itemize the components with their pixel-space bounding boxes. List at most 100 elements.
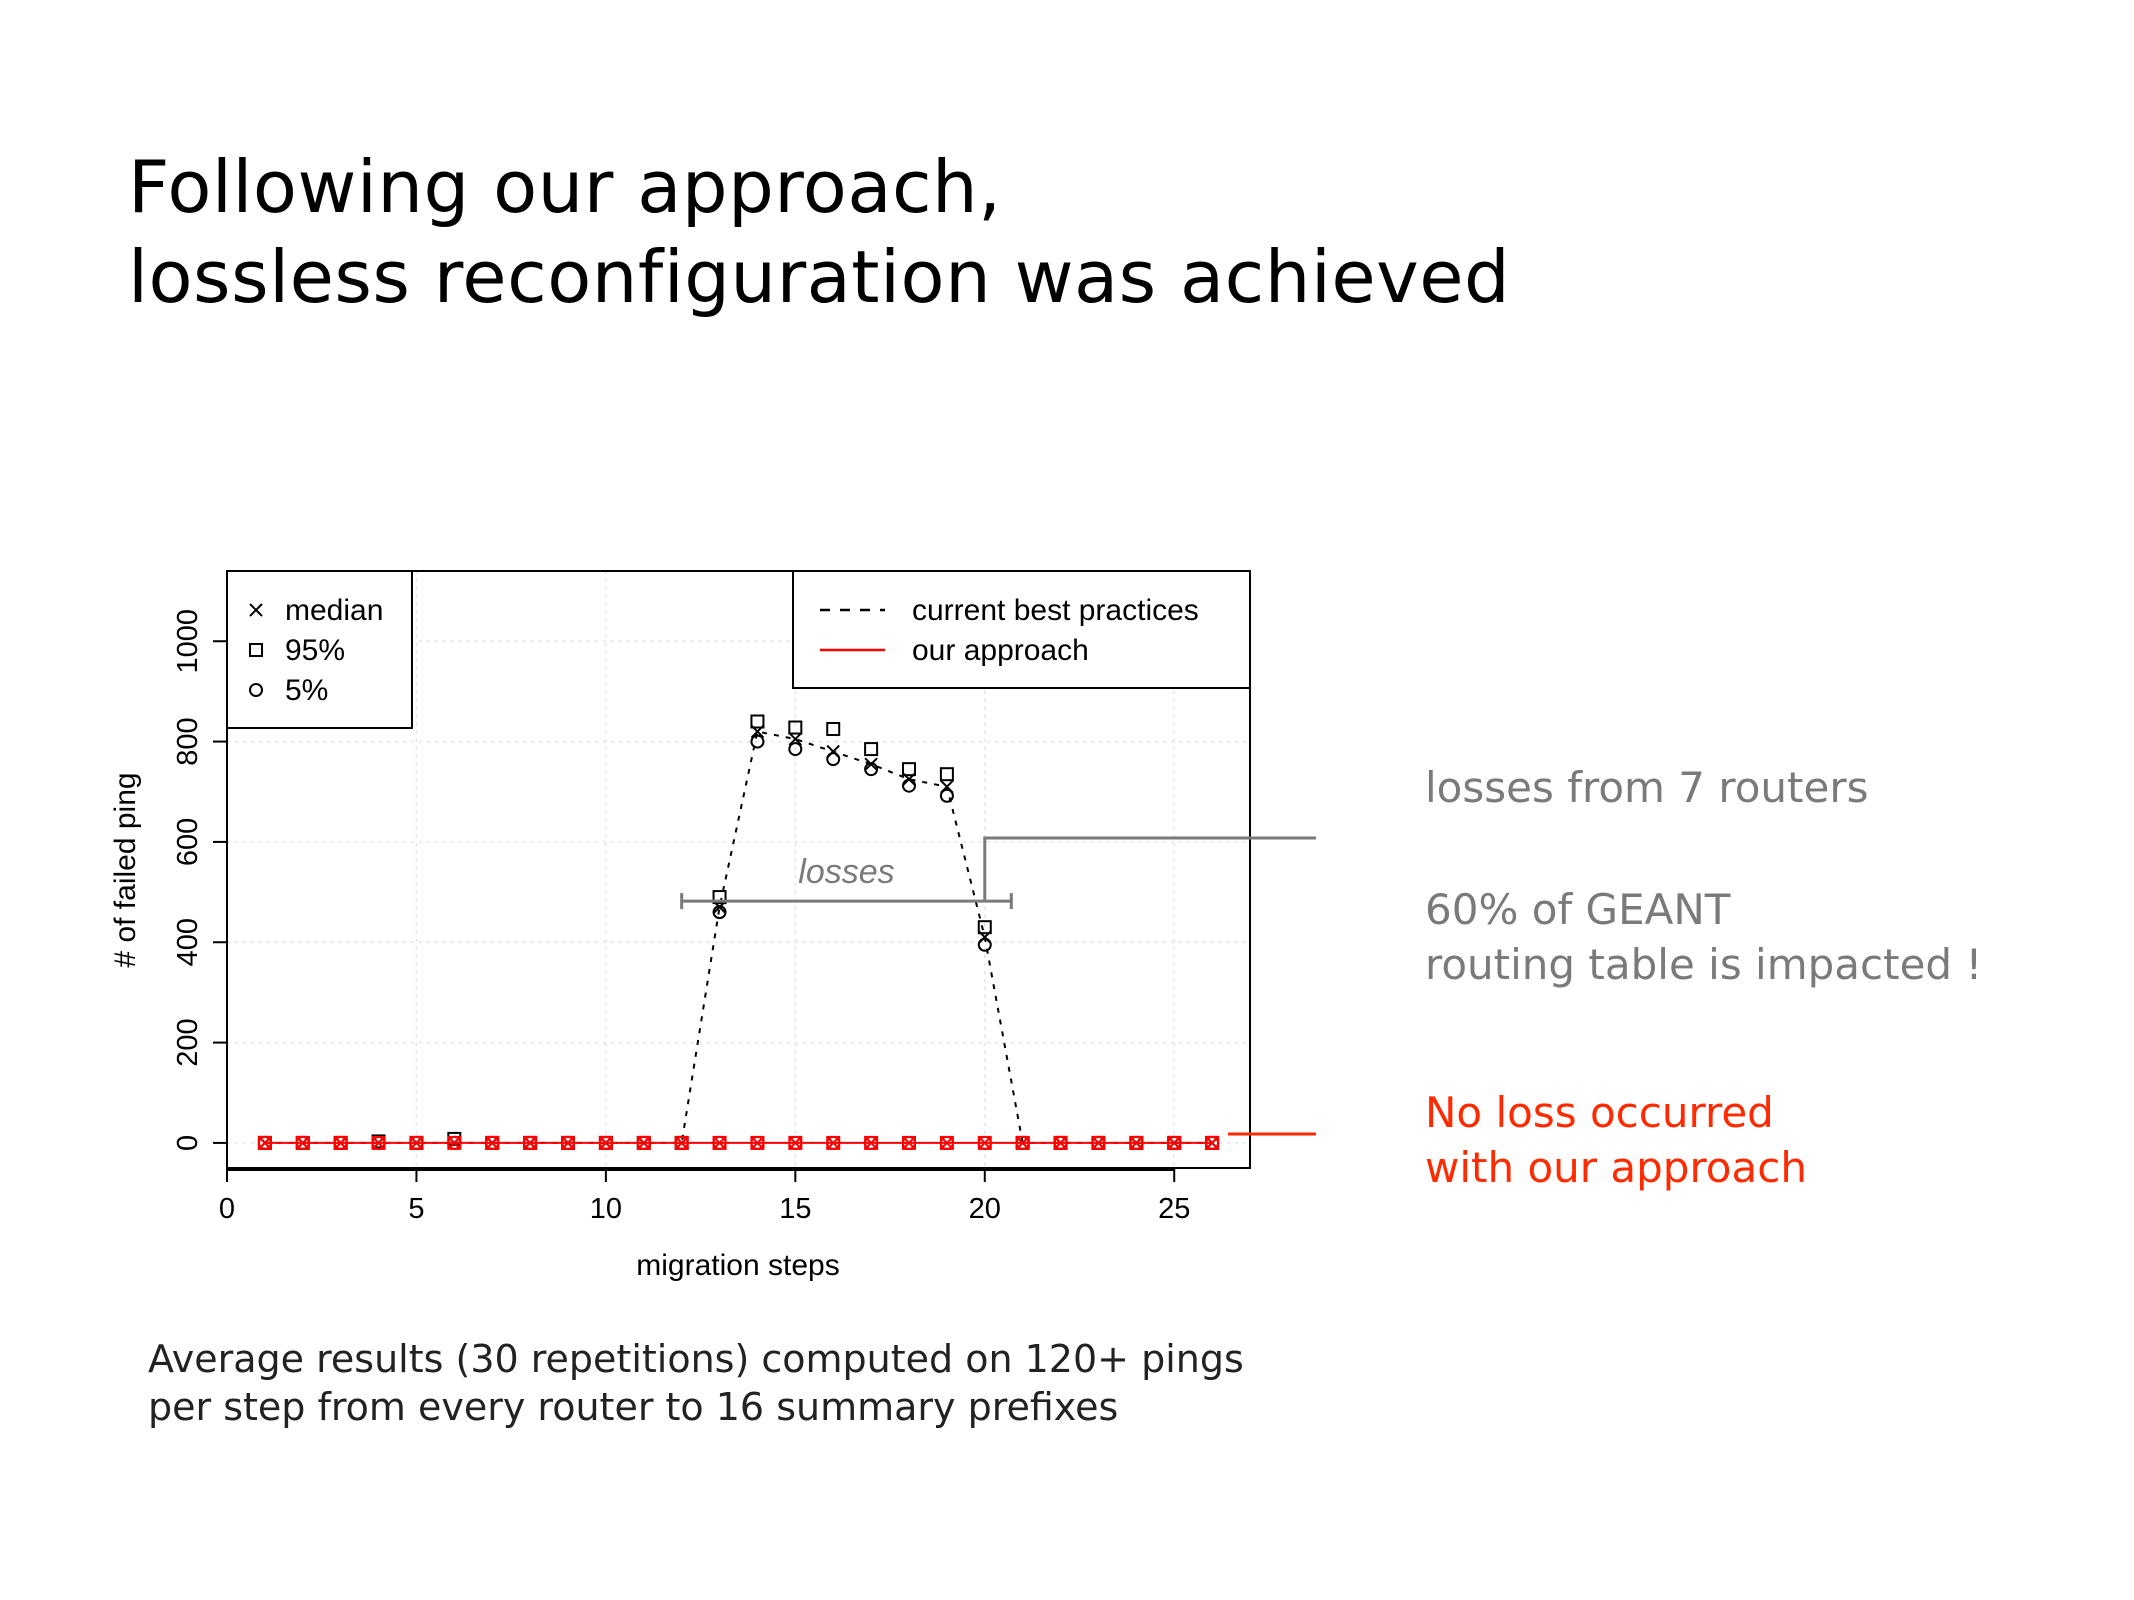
p5-marker: [750, 1135, 765, 1150]
p95-marker: [902, 762, 916, 777]
median-marker: [826, 1136, 840, 1150]
median-marker: [750, 1136, 765, 1150]
median-marker: [523, 1136, 537, 1150]
p5-marker: [977, 1135, 992, 1150]
y-tick-label: 800: [172, 717, 204, 765]
y-tick-label: 600: [172, 818, 204, 866]
median-marker: [561, 1136, 575, 1150]
median-marker: [371, 1136, 386, 1150]
p5-marker: [523, 1135, 538, 1150]
p5-marker: [864, 1135, 879, 1150]
median-marker: [788, 1136, 803, 1150]
legends: median 95% 5% current best practices our app…: [226, 570, 1251, 729]
marker-legend-label: 95%: [285, 634, 345, 667]
y-tick-label: 0: [172, 1135, 204, 1151]
median-marker: [1129, 1136, 1144, 1150]
median-marker: [1091, 1136, 1106, 1150]
line-legend-label: our approach: [912, 634, 1089, 667]
median-marker: [826, 744, 840, 759]
p5-marker: [561, 1135, 575, 1150]
p95-marker: [939, 767, 954, 782]
median-marker: [978, 930, 992, 944]
p5-marker: [295, 1135, 310, 1150]
title-line-2: lossless reconfiguration was achieved: [128, 235, 1511, 319]
p5-marker: [1091, 1135, 1106, 1150]
median-marker: [447, 1136, 462, 1150]
median-marker: [258, 1136, 272, 1150]
series-line: [264, 730, 1213, 1144]
results-caption: Average results (30 repetitions) compute…: [148, 1335, 1244, 1431]
p5-marker: [371, 1135, 386, 1150]
median-marker: [788, 732, 803, 746]
losses-leader-line: [983, 836, 1316, 902]
median-marker: [409, 1136, 424, 1150]
p5-marker: [788, 742, 803, 757]
p5-marker: [1129, 1135, 1144, 1150]
no-loss-note: No loss occurred with our approach: [1425, 1085, 1807, 1195]
line-legend-box: [792, 570, 1251, 689]
x-tick-label: 0: [219, 1193, 235, 1225]
series-our-approach: [257, 1135, 1220, 1150]
caption-line-1: Average results (30 repetitions) compute…: [148, 1337, 1244, 1381]
median-marker: [978, 1136, 992, 1150]
p5-marker: [1015, 1135, 1030, 1150]
y-tick-label: 400: [172, 918, 204, 966]
median-marker: [712, 1136, 727, 1150]
losses-label: losses: [798, 853, 894, 891]
median-marker: [1015, 1136, 1030, 1150]
impact-note: 60% of GEANT routing table is impacted !: [1425, 882, 1982, 992]
marker-legend-label: 5%: [285, 674, 328, 707]
line-legend-label: current best practices: [912, 594, 1199, 627]
median-marker: [674, 1136, 689, 1150]
no-loss-line-2: with our approach: [1425, 1143, 1807, 1192]
y-tick-label: 1000: [172, 609, 204, 674]
p5-marker: [788, 1135, 803, 1150]
median-marker: [333, 1136, 348, 1150]
losses-routers-note: losses from 7 routers: [1425, 760, 1868, 815]
p95-marker: [864, 742, 879, 757]
p5-marker: [902, 1135, 916, 1150]
median-marker: [599, 1136, 613, 1150]
median-marker: [712, 900, 727, 914]
series: [257, 714, 1220, 1150]
median-marker: [750, 724, 765, 739]
p95-marker: [788, 720, 803, 735]
y-axis-label: # of failed ping: [109, 772, 142, 967]
p95-marker: [977, 920, 992, 935]
p5-marker: [902, 778, 916, 793]
p5-marker: [826, 1135, 841, 1150]
p5-marker: [333, 1135, 348, 1150]
median-marker: [637, 1136, 651, 1150]
p95-marker: [249, 643, 263, 657]
p5-marker: [826, 752, 841, 767]
x-axis-label: migration steps: [636, 1249, 839, 1282]
median-marker: [940, 780, 954, 794]
marker-legend-label: median: [285, 594, 383, 627]
median-marker: [1167, 1136, 1181, 1150]
losses-routers-text: losses from 7 routers: [1425, 763, 1869, 812]
p5-marker: [712, 1135, 727, 1150]
median-marker: [864, 757, 878, 771]
axes: 0 5 10 15 20 25 0 200 400 600 800 1000: [172, 609, 1190, 1225]
p5-marker: [977, 937, 992, 952]
p5-marker: [257, 1135, 272, 1150]
p5-marker: [939, 1135, 954, 1150]
median-marker: [1205, 1136, 1219, 1150]
line-legend: current best practices our approach: [792, 570, 1251, 689]
series-current-best-practices: [257, 714, 1220, 1150]
median-marker: [902, 772, 916, 786]
p5-marker: [409, 1135, 424, 1150]
median-marker: [296, 1136, 310, 1150]
p5-marker: [447, 1135, 462, 1150]
no-loss-line-1: No loss occurred: [1425, 1088, 1774, 1137]
impact-line-2: routing table is impacted !: [1425, 940, 1983, 989]
median-marker: [902, 1136, 916, 1150]
title-line-1: Following our approach,: [128, 145, 1002, 229]
x-tick-label: 10: [590, 1193, 622, 1225]
median-marker: [485, 1136, 499, 1150]
median-marker: [249, 603, 263, 617]
p95-marker: [712, 890, 727, 905]
p5-marker: [939, 788, 954, 803]
p5-marker: [1167, 1135, 1182, 1150]
